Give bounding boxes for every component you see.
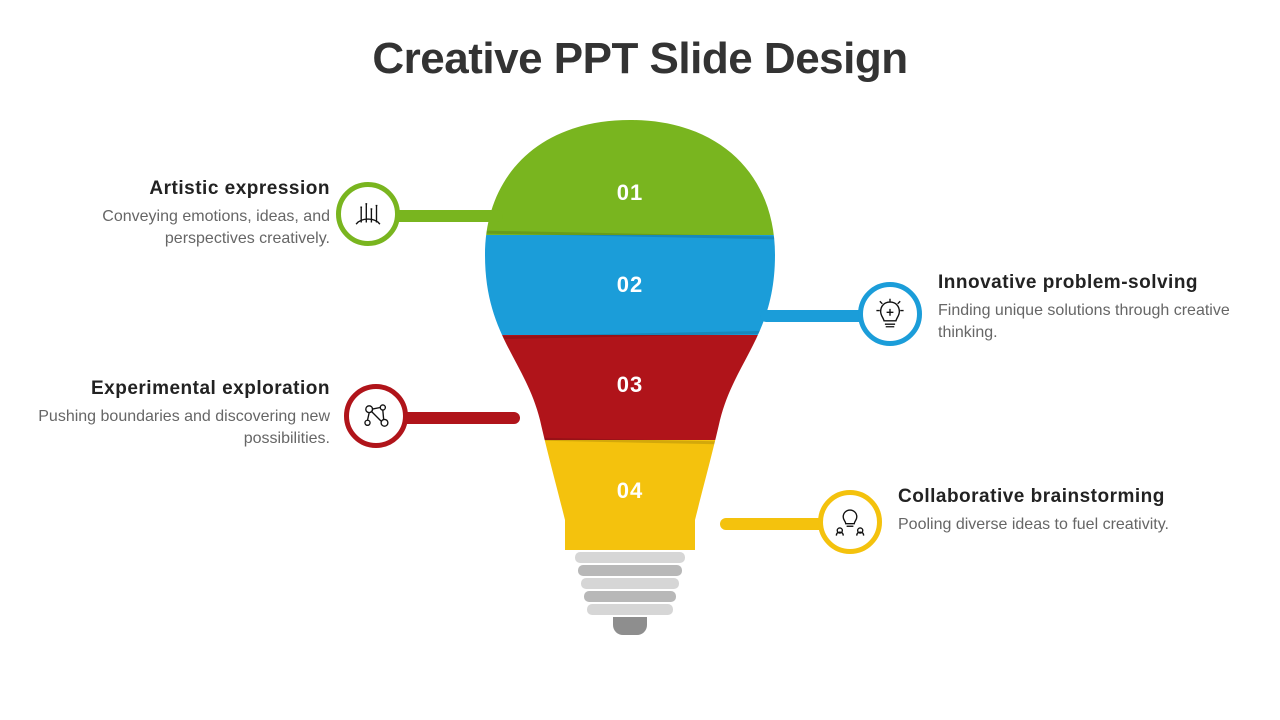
socket-ridge [578, 565, 682, 576]
section-fill-1 [480, 120, 780, 235]
callout-3: Experimental exploration Pushing boundar… [30, 378, 330, 449]
callout-heading: Artistic expression [30, 178, 330, 200]
art-icon [351, 197, 385, 231]
badge-2 [858, 282, 922, 346]
section-number-4: 04 [480, 478, 780, 504]
badge-3 [344, 384, 408, 448]
section-number-1: 01 [480, 180, 780, 206]
infographic-stage: 01 02 03 04 [0, 120, 1280, 720]
callout-body: Pushing boundaries and discovering new p… [30, 406, 330, 449]
team-bulb-icon [833, 505, 867, 539]
section-number-3: 03 [480, 372, 780, 398]
socket-ridge [575, 552, 685, 563]
connector-4 [720, 518, 830, 530]
section-number-2: 02 [480, 272, 780, 298]
callout-body: Conveying emotions, ideas, and perspecti… [30, 206, 330, 249]
badge-1 [336, 182, 400, 246]
connector-3 [400, 412, 520, 424]
socket-ridge [587, 604, 673, 615]
callout-4: Collaborative brainstorming Pooling dive… [898, 486, 1198, 536]
callout-heading: Innovative problem-solving [938, 272, 1238, 294]
bulb-puzzle-icon [873, 297, 907, 331]
socket-ridge [584, 591, 676, 602]
callout-heading: Experimental exploration [30, 378, 330, 400]
connector-1 [393, 210, 503, 222]
page-title: Creative PPT Slide Design [0, 34, 1280, 84]
badge-4 [818, 490, 882, 554]
socket-tip [613, 617, 647, 635]
callout-2: Innovative problem-solving Finding uniqu… [938, 272, 1238, 343]
callout-body: Pooling diverse ideas to fuel creativity… [898, 514, 1198, 536]
connector-2 [760, 310, 870, 322]
science-icon [359, 399, 393, 433]
lightbulb: 01 02 03 04 [480, 120, 780, 680]
socket-ridge [581, 578, 679, 589]
bulb-socket [575, 552, 685, 635]
callout-heading: Collaborative brainstorming [898, 486, 1198, 508]
callout-body: Finding unique solutions through creativ… [938, 300, 1238, 343]
callout-1: Artistic expression Conveying emotions, … [30, 178, 330, 249]
